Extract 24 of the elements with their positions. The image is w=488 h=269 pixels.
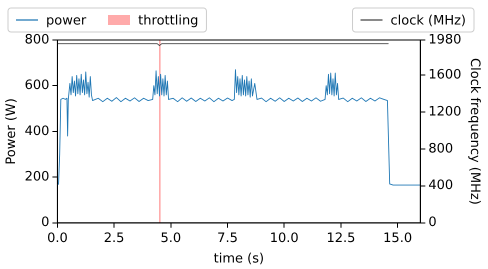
y2-tick-label: 1200: [428, 104, 462, 120]
x-tick-label: 12.5: [326, 230, 356, 246]
y2-tick-label: 1980: [428, 32, 462, 48]
y2-axis-title: Clock frequency (MHz): [466, 58, 482, 205]
y2-tick-label: 0: [428, 215, 437, 230]
y-tick-label: 800: [24, 32, 50, 48]
y-tick-label: 400: [24, 124, 50, 139]
x-axis-title: time (s): [214, 252, 264, 267]
y2-tick-label: 800: [428, 141, 454, 156]
y2-tick-label: 400: [428, 178, 454, 194]
x-tick-label: 10.0: [270, 230, 299, 246]
band-label: throttling: [138, 13, 198, 28]
y-axis-title: Power (W): [4, 98, 20, 165]
x-tick-label: 7.5: [217, 230, 238, 246]
legend-label: clock (MHz): [390, 13, 466, 28]
y-tick-label: 200: [24, 169, 50, 184]
y-tick-label: 600: [24, 78, 50, 94]
x-tick-label: 2.5: [104, 230, 124, 246]
y-tick-label: 0: [41, 215, 50, 230]
y2-tick-label: 1600: [428, 67, 462, 82]
x-tick-label: 5.0: [160, 230, 182, 246]
legend-label: power: [46, 13, 87, 28]
x-tick-label: 15.0: [383, 230, 412, 246]
x-tick-label: 0.0: [47, 230, 68, 246]
